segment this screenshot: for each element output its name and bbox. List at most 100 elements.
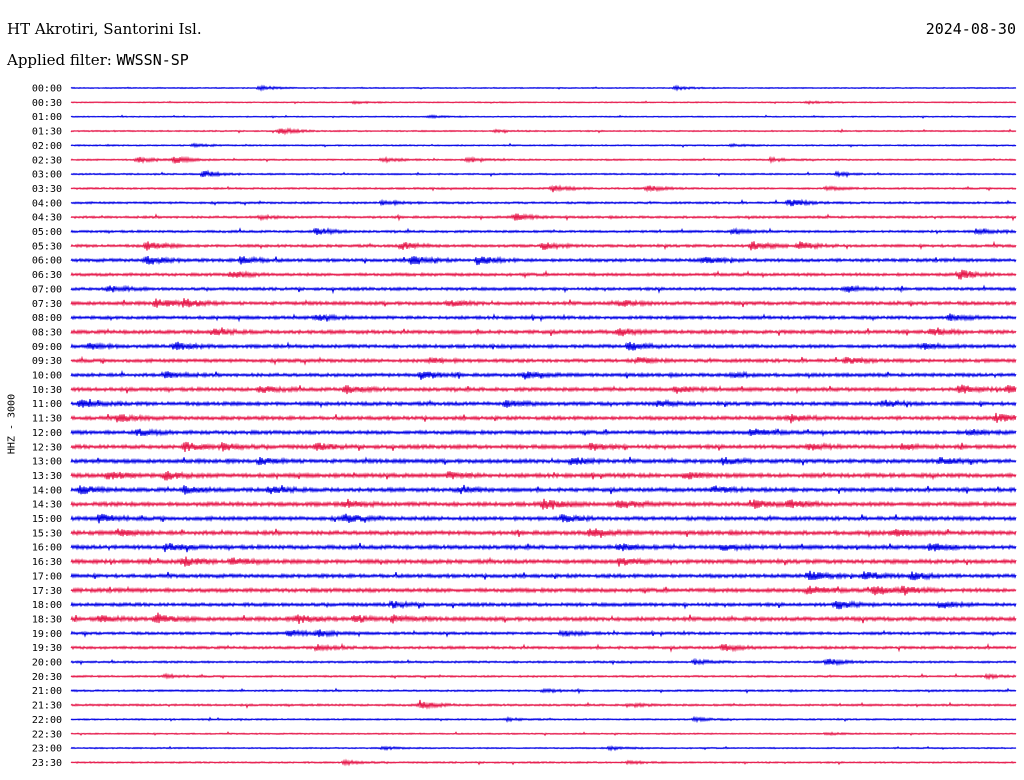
seismic-trace — [70, 227, 1017, 236]
time-label: 06:00 — [32, 256, 62, 267]
seismic-trace — [70, 672, 1017, 681]
time-label: 13:00 — [32, 457, 62, 468]
seismic-trace — [70, 528, 1017, 538]
time-label: 23:00 — [32, 744, 62, 755]
seismic-trace — [70, 699, 1017, 710]
seismic-trace — [70, 114, 1017, 119]
time-label: 23:30 — [32, 758, 62, 769]
seismic-trace — [70, 599, 1017, 610]
seismic-trace — [70, 758, 1017, 767]
seismic-trace — [70, 513, 1017, 524]
seismic-trace — [70, 629, 1017, 638]
time-label: 03:00 — [32, 170, 62, 181]
time-label: 09:30 — [32, 356, 62, 367]
time-label: 19:30 — [32, 643, 62, 654]
time-label: 10:30 — [32, 385, 62, 396]
seismic-trace — [70, 284, 1017, 295]
time-label: 04:30 — [32, 213, 62, 224]
seismic-trace — [70, 240, 1017, 251]
seismic-trace — [70, 470, 1017, 481]
time-label: 08:30 — [32, 327, 62, 338]
seismic-trace — [70, 498, 1017, 510]
seismic-trace — [70, 585, 1017, 596]
time-label: 09:00 — [32, 342, 62, 353]
filter-label: Applied filter: — [7, 51, 112, 69]
time-label: 20:00 — [32, 658, 62, 669]
time-label: 00:00 — [32, 84, 62, 95]
time-label: 22:00 — [32, 715, 62, 726]
time-label: 02:00 — [32, 141, 62, 152]
seismic-trace — [70, 412, 1017, 424]
time-label: 22:30 — [32, 729, 62, 740]
seismic-trace — [70, 169, 1017, 179]
time-label: 05:30 — [32, 241, 62, 252]
time-label: 03:30 — [32, 184, 62, 195]
seismic-trace — [70, 370, 1017, 380]
time-label: 15:30 — [32, 528, 62, 539]
time-label: 12:00 — [32, 428, 62, 439]
time-label: 01:30 — [32, 127, 62, 138]
time-label: 02:30 — [32, 155, 62, 166]
seismic-trace — [70, 298, 1017, 308]
seismic-trace — [70, 570, 1017, 581]
time-label: 07:00 — [32, 284, 62, 295]
seismic-trace — [70, 556, 1017, 567]
seismic-trace — [70, 213, 1017, 222]
time-label: 20:30 — [32, 672, 62, 683]
seismic-trace — [70, 441, 1017, 452]
time-label: 19:00 — [32, 629, 62, 640]
seismic-trace — [70, 657, 1017, 667]
seismic-trace — [70, 355, 1017, 366]
seismic-trace — [70, 398, 1017, 409]
time-label: 04:00 — [32, 198, 62, 209]
time-label: 10:00 — [32, 371, 62, 382]
seismic-trace — [70, 142, 1017, 149]
time-label: 21:00 — [32, 686, 62, 697]
seismic-trace — [70, 184, 1017, 193]
seismic-trace — [70, 745, 1017, 752]
seismic-trace — [70, 269, 1017, 280]
seismic-trace — [70, 384, 1017, 395]
station-title: HT Akrotiri, Santorini Isl. — [7, 20, 202, 38]
time-label: 01:00 — [32, 112, 62, 123]
seismic-trace — [70, 198, 1017, 207]
filter-name: WWSSN-SP — [116, 51, 189, 69]
record-date: 2024-08-30 — [925, 20, 1016, 38]
seismic-trace — [70, 642, 1017, 653]
time-label: 18:00 — [32, 600, 62, 611]
time-label: 08:00 — [32, 313, 62, 324]
filter-line: Applied filter: WWSSN-SP — [7, 51, 189, 69]
seismic-trace — [70, 687, 1017, 695]
seismic-trace — [70, 255, 1017, 266]
time-label: 18:30 — [32, 614, 62, 625]
time-label: 21:30 — [32, 701, 62, 712]
seismic-trace — [70, 327, 1017, 337]
time-label: 15:00 — [32, 514, 62, 525]
time-label: 05:00 — [32, 227, 62, 238]
time-label: 14:30 — [32, 500, 62, 511]
time-label: 13:30 — [32, 471, 62, 482]
time-label: 16:30 — [32, 557, 62, 568]
seismic-trace — [70, 715, 1017, 724]
time-label: 11:30 — [32, 414, 62, 425]
time-label: 11:00 — [32, 399, 62, 410]
seismic-trace — [70, 731, 1017, 737]
seismic-trace — [70, 428, 1017, 438]
seismic-trace — [70, 313, 1017, 323]
time-label: 07:30 — [32, 299, 62, 310]
seismic-trace — [70, 100, 1017, 106]
time-label: 17:30 — [32, 586, 62, 597]
seismic-trace — [70, 612, 1017, 624]
seismic-trace — [70, 84, 1017, 92]
seismic-trace — [70, 341, 1017, 351]
seismic-trace — [70, 155, 1017, 164]
time-label: 17:00 — [32, 571, 62, 582]
seismic-trace — [70, 456, 1017, 466]
time-label: 12:30 — [32, 442, 62, 453]
time-label: 14:00 — [32, 485, 62, 496]
seismic-trace — [70, 542, 1017, 553]
time-label: 16:00 — [32, 543, 62, 554]
time-label: 00:30 — [32, 98, 62, 109]
time-label: 06:30 — [32, 270, 62, 281]
